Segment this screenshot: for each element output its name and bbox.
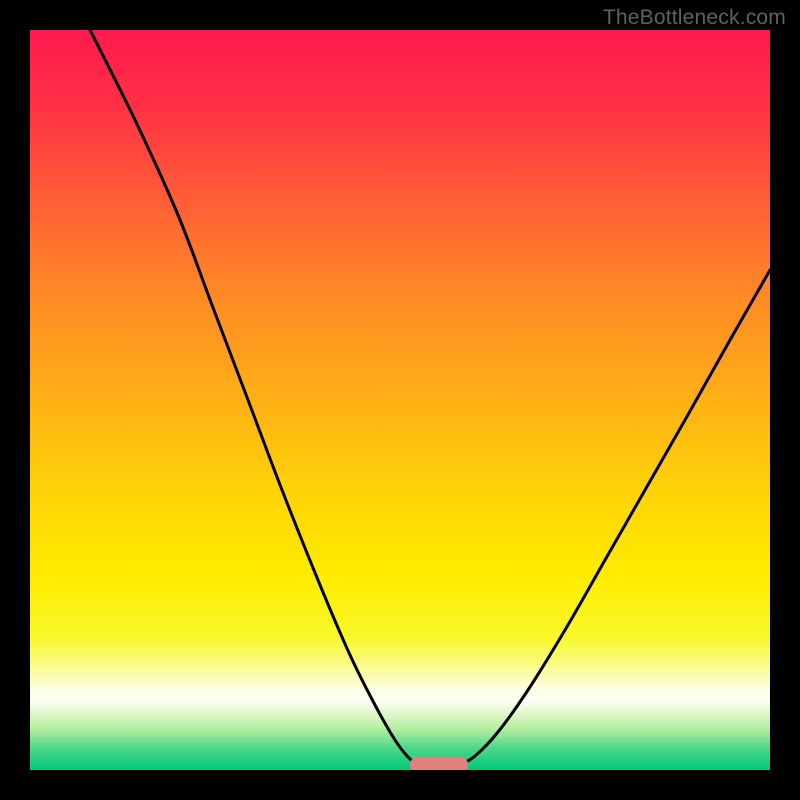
bottleneck-curve-chart [30, 30, 770, 770]
chart-plot-area [30, 30, 770, 770]
watermark-text: TheBottleneck.com [603, 6, 786, 30]
chart-background [30, 30, 770, 770]
optimal-point-marker [410, 757, 468, 771]
